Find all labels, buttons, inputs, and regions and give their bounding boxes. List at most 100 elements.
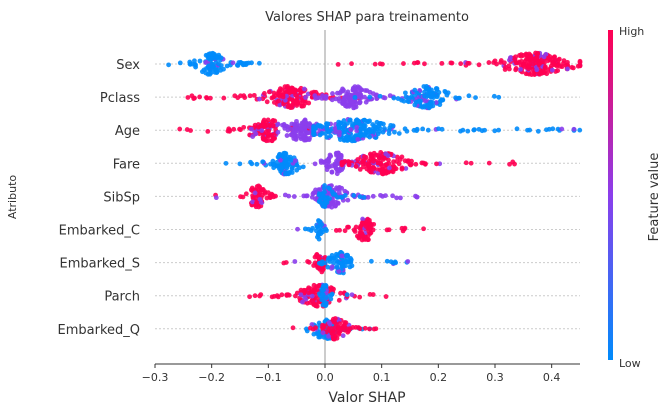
shap-point <box>341 135 347 141</box>
shap-point <box>279 292 285 298</box>
shap-point <box>407 95 412 101</box>
shap-point <box>363 99 369 105</box>
shap-point <box>346 103 352 109</box>
shap-point <box>429 87 434 93</box>
shap-point <box>502 60 507 66</box>
shap-point <box>466 93 472 99</box>
shap-point <box>301 193 307 199</box>
shap-point <box>264 99 270 105</box>
shap-point <box>390 123 396 129</box>
shap-point <box>541 54 547 60</box>
shap-point <box>471 127 477 133</box>
shap-point <box>319 325 325 331</box>
shap-point <box>301 86 307 92</box>
shap-point <box>321 160 327 165</box>
shap-point <box>203 60 209 65</box>
x-tick-label: −0.3 <box>142 371 169 384</box>
shap-point <box>336 269 342 274</box>
shap-point <box>360 161 365 166</box>
shap-point <box>261 117 267 123</box>
shap-point <box>379 171 385 176</box>
shap-point <box>512 56 518 62</box>
shap-point <box>367 89 373 95</box>
shap-point <box>230 60 236 66</box>
shap-point <box>367 94 373 100</box>
shap-point <box>350 121 355 127</box>
shap-point <box>293 293 298 299</box>
shap-point <box>293 135 298 141</box>
shap-point <box>316 229 322 235</box>
shap-point <box>312 287 318 293</box>
shap-point <box>315 122 321 128</box>
shap-point <box>298 287 304 293</box>
x-tick-label: 0.2 <box>430 371 448 384</box>
shap-point <box>330 256 336 262</box>
shap-point <box>256 183 261 189</box>
shap-point <box>324 200 330 205</box>
shap-point <box>295 226 300 232</box>
shap-point <box>317 256 322 261</box>
shap-point <box>496 127 501 133</box>
shap-point <box>285 104 291 110</box>
shap-point <box>316 191 322 197</box>
shap-point <box>551 54 557 60</box>
shap-point <box>330 91 335 96</box>
shap-point <box>292 259 298 264</box>
shap-point <box>549 67 555 73</box>
shap-point <box>314 224 320 230</box>
shap-point <box>247 294 252 300</box>
shap-point <box>559 126 565 132</box>
shap-point <box>422 61 427 67</box>
shap-point <box>354 133 360 138</box>
shap-point <box>232 93 238 99</box>
shap-point <box>434 94 440 100</box>
shap-point <box>317 265 323 271</box>
shap-point <box>185 95 191 100</box>
feature-label: Embarked_Q <box>58 323 141 338</box>
shap-point <box>187 61 193 67</box>
shap-point <box>433 86 439 91</box>
shap-point <box>406 99 411 105</box>
shap-point <box>316 236 322 242</box>
shap-point <box>334 160 340 166</box>
shap-point <box>431 95 436 100</box>
shap-point <box>166 62 172 68</box>
shap-point <box>279 165 285 171</box>
shap-point <box>266 89 272 95</box>
shap-point <box>324 167 330 173</box>
shap-point <box>287 169 293 175</box>
colorbar-title: Feature value <box>647 153 662 242</box>
shap-point <box>323 131 328 136</box>
shap-point <box>507 161 512 167</box>
shap-point <box>288 132 294 138</box>
shap-point <box>534 54 540 60</box>
shap-point <box>281 123 287 129</box>
shap-point <box>327 321 333 327</box>
shap-point <box>286 124 291 130</box>
shap-point <box>425 127 431 133</box>
shap-point <box>355 90 361 96</box>
shap-point <box>221 95 227 101</box>
shap-point <box>565 59 570 65</box>
colorbar-high-label: High <box>619 25 644 38</box>
shap-point <box>492 58 498 64</box>
shap-point <box>546 126 552 132</box>
shap-point <box>250 134 256 139</box>
shap-point <box>298 292 304 298</box>
shap-point <box>339 253 345 259</box>
shap-point <box>282 159 288 165</box>
shap-point <box>302 226 308 232</box>
shap-point <box>272 118 278 124</box>
x-axis-label: Valor SHAP <box>328 390 405 406</box>
shap-point <box>207 71 213 77</box>
shap-point <box>346 136 352 142</box>
shap-point <box>360 216 365 222</box>
shap-point <box>260 136 266 142</box>
shap-point <box>498 60 504 65</box>
shap-point <box>362 94 367 100</box>
shap-point <box>322 183 327 188</box>
shap-point <box>362 325 368 331</box>
shap-point <box>468 160 474 166</box>
shap-point <box>378 121 384 126</box>
shap-point <box>275 129 281 135</box>
